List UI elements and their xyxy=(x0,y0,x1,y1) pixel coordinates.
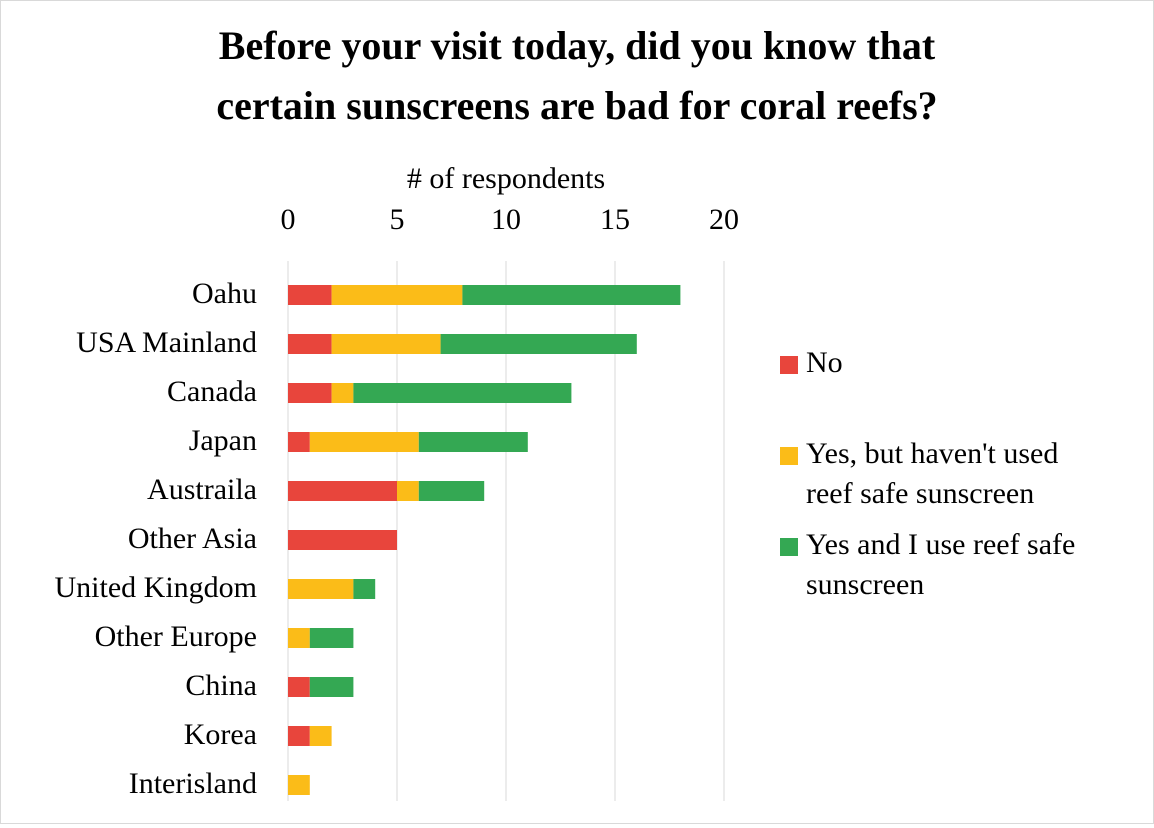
category-label: China xyxy=(185,669,257,702)
bar-segment xyxy=(353,383,572,403)
legend-swatch xyxy=(780,356,798,374)
category-label: Austraila xyxy=(147,473,257,506)
bar-segment xyxy=(288,481,397,501)
bar-segment xyxy=(288,726,310,746)
category-label: Canada xyxy=(167,375,257,408)
legend-swatch xyxy=(780,447,798,465)
category-labels: Oahu USA Mainland Canada Japan Austraila Othe… xyxy=(55,277,258,800)
category-label: Interisland xyxy=(129,767,257,800)
bar-segment xyxy=(331,334,441,354)
legend-label: sunscreen xyxy=(806,568,924,601)
bar-segment xyxy=(309,432,419,452)
bar-segment xyxy=(309,628,354,648)
bar-segment xyxy=(397,481,419,501)
x-tick-label: 15 xyxy=(600,203,630,236)
bars xyxy=(288,285,681,795)
bar-segment xyxy=(331,383,354,403)
bar-segment xyxy=(418,481,485,501)
bar-segment xyxy=(288,530,397,550)
bar-segment xyxy=(418,432,528,452)
legend-label: No xyxy=(806,346,843,379)
category-label: United Kingdom xyxy=(55,571,258,604)
bar-segment xyxy=(288,432,310,452)
legend: No Yes, but haven't used reef safe sunscre… xyxy=(780,346,1075,601)
bar-segment xyxy=(331,285,463,305)
chart-title-line-2: certain sunscreens are bad for coral ree… xyxy=(216,83,937,128)
x-tick-label: 20 xyxy=(709,203,739,236)
bar-segment xyxy=(353,579,376,599)
legend-label: Yes, but haven't used xyxy=(806,437,1058,470)
category-label: Japan xyxy=(189,424,257,457)
bar-segment xyxy=(309,726,332,746)
category-label: Oahu xyxy=(192,277,257,310)
bar-segment xyxy=(288,579,354,599)
category-label: Other Asia xyxy=(128,522,257,555)
x-tick-label: 10 xyxy=(491,203,521,236)
chart-title-line-1: Before your visit today, did you know th… xyxy=(219,23,936,68)
bar-segment xyxy=(288,334,332,354)
legend-label: reef safe sunscreen xyxy=(806,477,1034,510)
legend-label: Yes and I use reef safe xyxy=(806,528,1075,561)
legend-swatch xyxy=(780,538,798,556)
x-tick-labels: 0 5 10 15 20 xyxy=(281,203,740,236)
bar-segment xyxy=(288,383,332,403)
bar-segment xyxy=(440,334,637,354)
x-tick-label: 0 xyxy=(281,203,296,236)
category-label: USA Mainland xyxy=(76,326,257,359)
category-label: Other Europe xyxy=(95,620,257,653)
bar-segment xyxy=(462,285,681,305)
x-tick-label: 5 xyxy=(390,203,405,236)
bar-segment xyxy=(309,677,354,697)
bar-segment xyxy=(288,628,310,648)
bar-segment xyxy=(288,285,332,305)
bar-segment xyxy=(288,775,310,795)
bar-segment xyxy=(288,677,310,697)
category-label: Korea xyxy=(184,718,257,751)
x-axis-title: # of respondents xyxy=(407,162,605,195)
